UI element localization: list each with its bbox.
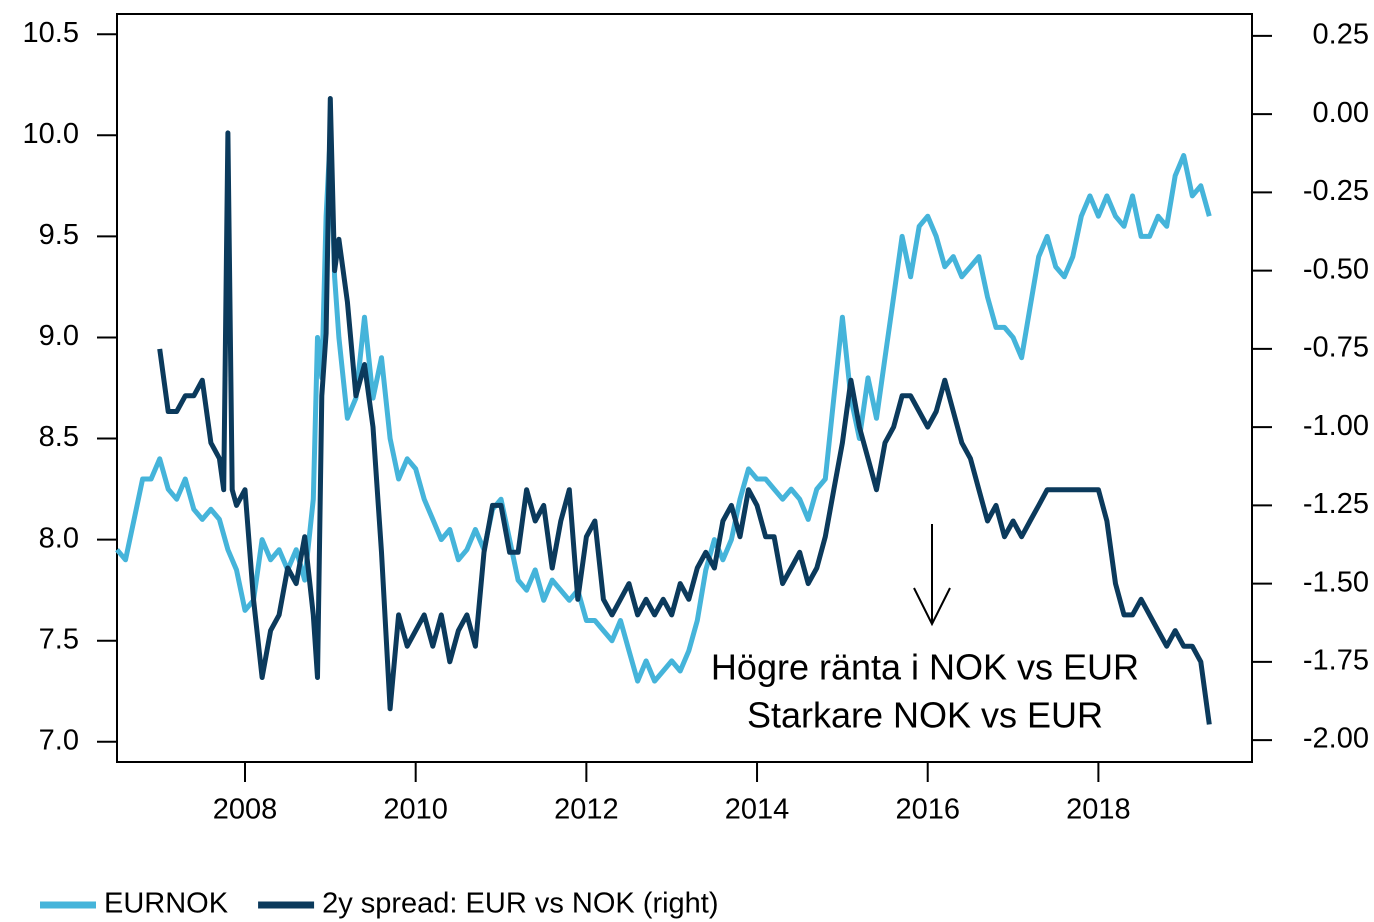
y-tick-label: 9.5 <box>39 219 79 251</box>
x-tick-label: 2014 <box>725 794 790 826</box>
annotation-arrow <box>913 524 951 627</box>
y-tick-label: 10.5 <box>23 17 79 49</box>
y2-tick-label: -0.50 <box>1303 253 1369 285</box>
y2-tick-label: -0.25 <box>1303 175 1369 207</box>
x-tick-label: 2016 <box>895 794 960 826</box>
y2-tick-label: -1.75 <box>1303 645 1369 677</box>
series-line <box>157 96 1212 725</box>
y2-tick-label: -2.00 <box>1303 723 1369 755</box>
y-tick-label: 8.0 <box>39 522 79 554</box>
annotation: Högre ränta i NOK vs EUR <box>711 647 1139 688</box>
y2-tick-label: -1.25 <box>1303 488 1369 520</box>
y-tick-label: 8.5 <box>39 421 79 453</box>
x-tick-label: 2008 <box>213 794 278 826</box>
annotation: Starkare NOK vs EUR <box>747 695 1103 736</box>
series-line <box>115 132 1212 684</box>
y2-tick-label: 0.25 <box>1313 19 1369 51</box>
y2-tick-label: -1.50 <box>1303 566 1369 598</box>
y2-tick-label: -1.00 <box>1303 410 1369 442</box>
x-tick-label: 2012 <box>554 794 619 826</box>
y-tick-label: 7.5 <box>39 623 79 655</box>
plot-frame <box>116 13 1253 763</box>
y-tick-label: 9.0 <box>39 320 79 352</box>
x-tick-label: 2018 <box>1066 794 1131 826</box>
legend-label: 2y spread: EUR vs NOK (right) <box>322 888 718 920</box>
y-tick-label: 10.0 <box>23 118 79 150</box>
x-tick-label: 2010 <box>383 794 448 826</box>
y2-tick-label: -0.75 <box>1303 332 1369 364</box>
legend-label: EURNOK <box>104 888 229 920</box>
y2-tick-label: 0.00 <box>1313 97 1369 129</box>
y-tick-label: 7.0 <box>39 724 79 756</box>
